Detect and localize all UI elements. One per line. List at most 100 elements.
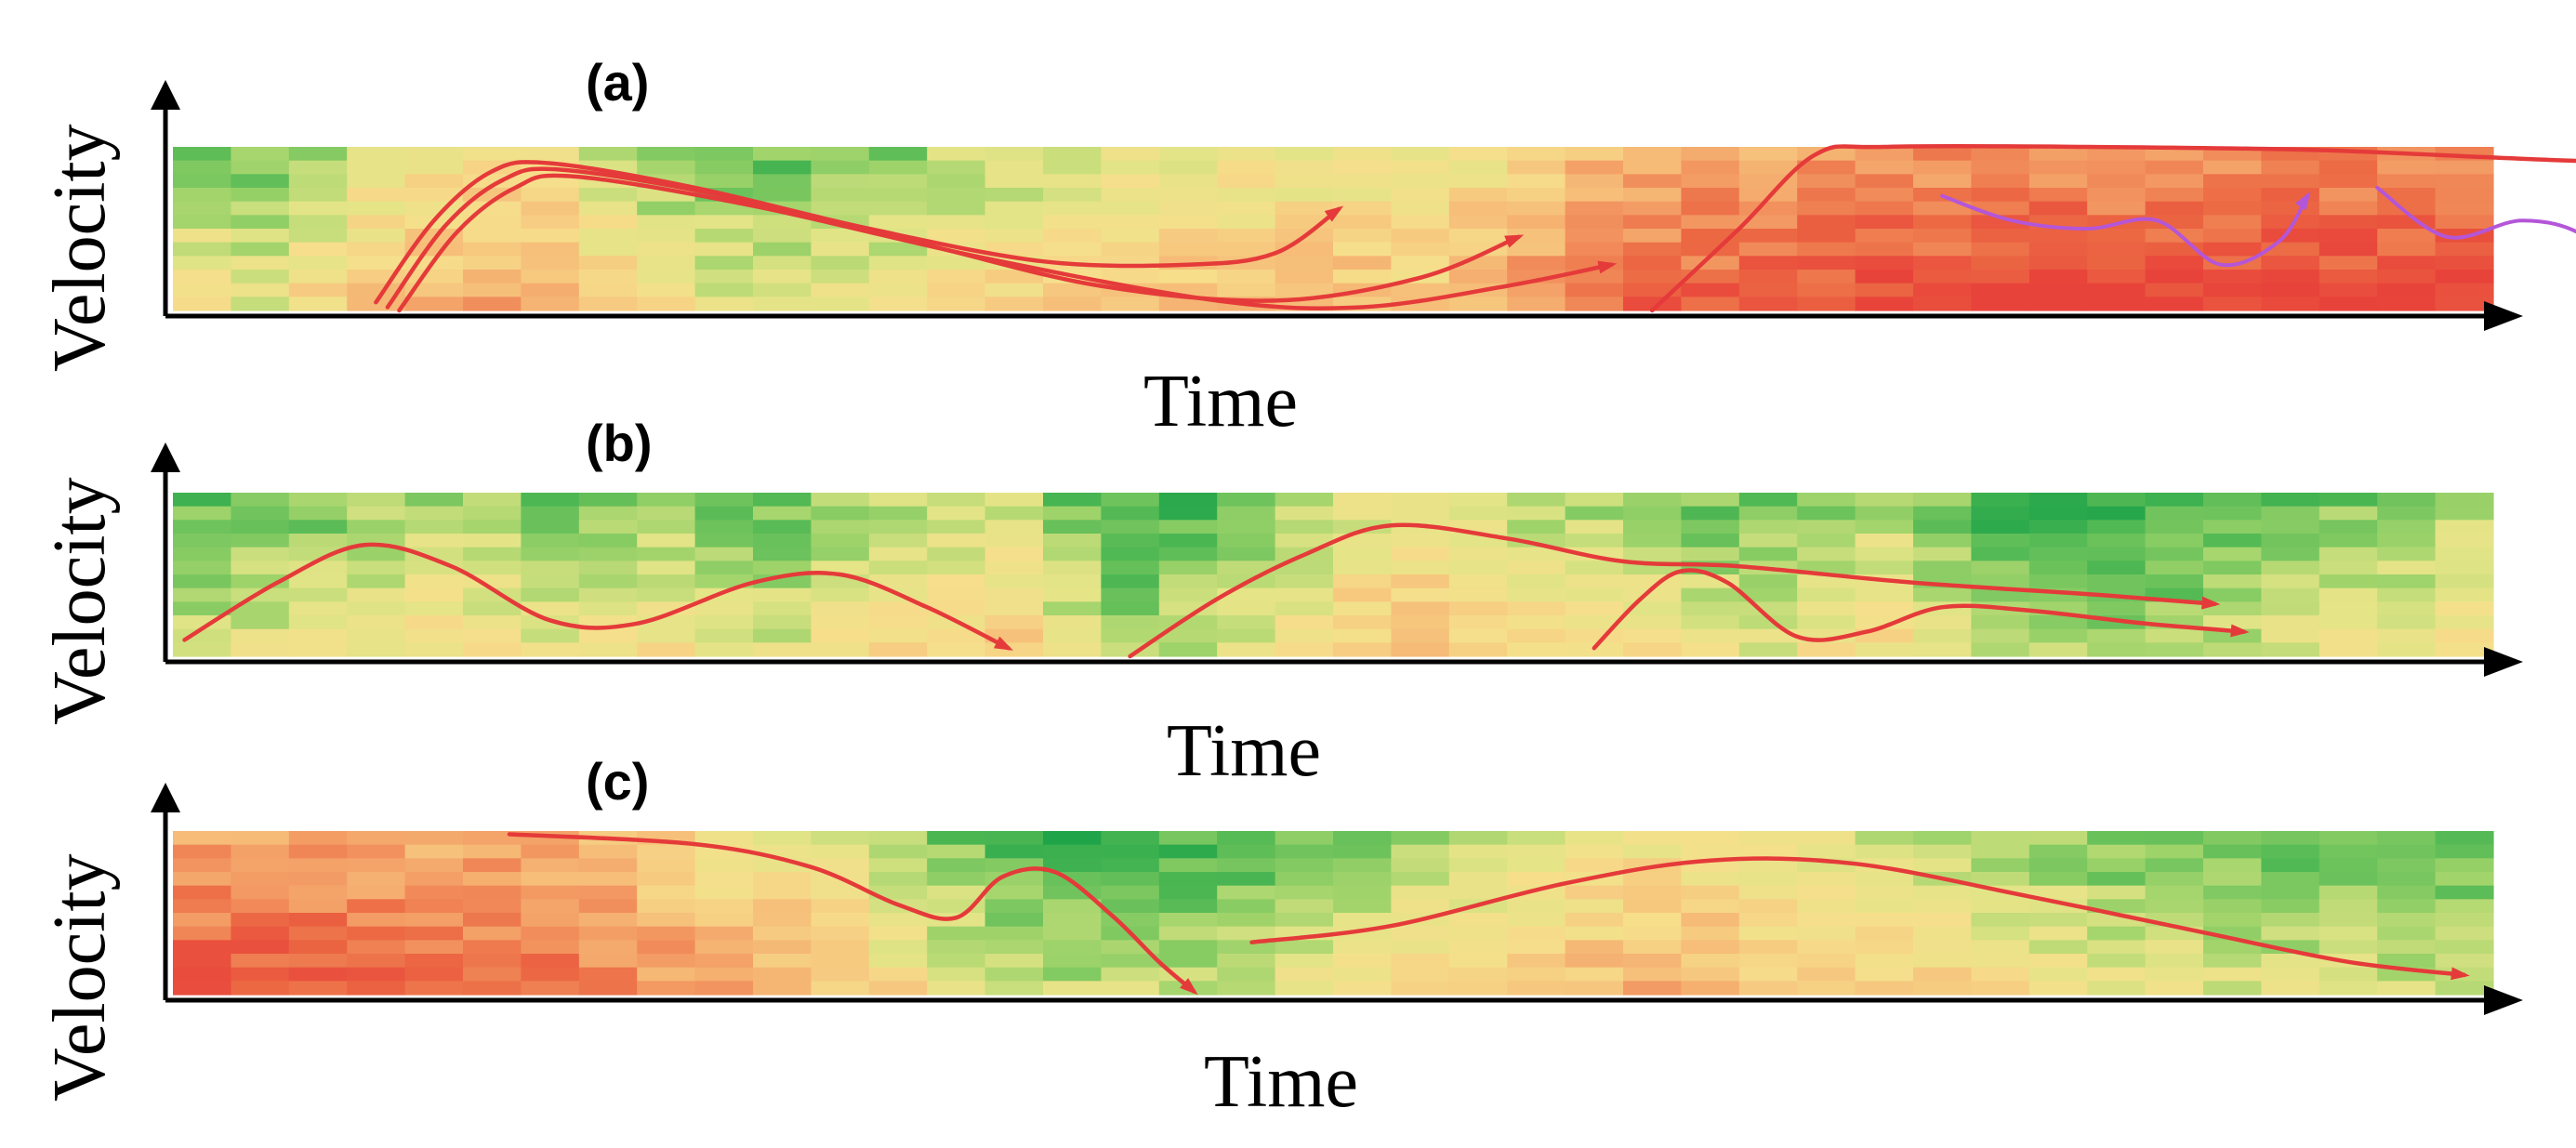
heat-cell	[1101, 885, 1160, 900]
heat-cell	[1391, 858, 1450, 873]
heat-cell	[521, 642, 580, 657]
heat-cell	[1333, 147, 1392, 162]
heat-cell	[694, 520, 754, 534]
heat-cell	[2435, 561, 2494, 575]
heat-cell	[173, 981, 231, 996]
heat-cell	[2377, 201, 2437, 216]
heat-cell	[231, 601, 290, 616]
heat-cell	[927, 147, 986, 162]
heat-cell	[1623, 147, 1682, 162]
heat-cell	[753, 215, 812, 230]
heat-cell	[521, 885, 580, 900]
heat-cell	[868, 940, 928, 955]
heat-cell	[2318, 628, 2378, 643]
heat-cell	[463, 940, 522, 955]
heat-cell	[1565, 506, 1624, 521]
heat-cell	[637, 954, 696, 969]
heat-cell	[1448, 160, 1508, 175]
heat-cell	[1101, 954, 1160, 969]
heat-cell	[1507, 872, 1566, 887]
heat-cell	[2028, 858, 2088, 873]
heat-cell	[1448, 872, 1508, 887]
heat-cell	[1623, 981, 1682, 996]
heat-cell	[2318, 899, 2378, 914]
heat-cell	[1275, 160, 1334, 175]
heat-cell	[347, 831, 406, 846]
heat-cell	[927, 885, 986, 900]
heat-cell	[463, 297, 522, 311]
heat-cell	[1738, 872, 1798, 887]
heat-cell	[1797, 215, 1856, 230]
heat-cell	[868, 174, 928, 189]
heat-cell	[1158, 215, 1218, 230]
heat-cell	[1448, 147, 1508, 162]
heat-cell	[694, 229, 754, 244]
heat-cell	[288, 160, 348, 175]
heat-cell	[2435, 242, 2494, 257]
heat-cell	[2435, 831, 2494, 846]
heat-cell	[694, 174, 754, 189]
heat-cell	[2435, 858, 2494, 873]
heat-cell	[2145, 147, 2204, 162]
heat-cell	[347, 215, 406, 230]
heat-cell	[1738, 493, 1798, 508]
heat-cell	[637, 858, 696, 873]
heat-cell	[2435, 534, 2494, 548]
heat-cell	[1448, 297, 1508, 311]
heat-cell	[1391, 174, 1450, 189]
heat-cell	[2145, 967, 2204, 982]
heat-cell	[1101, 493, 1160, 508]
heat-cell	[521, 215, 580, 230]
heat-cell	[1623, 967, 1682, 982]
heat-cell	[2318, 520, 2378, 534]
heat-cell	[1913, 561, 1972, 575]
heat-cell	[1565, 174, 1624, 189]
heat-cell	[347, 926, 406, 941]
heat-cell	[868, 981, 928, 996]
heat-cell	[984, 283, 1044, 297]
heat-cell	[637, 574, 696, 589]
heat-cell	[637, 520, 696, 534]
heat-cell	[1391, 283, 1450, 297]
heat-cell	[231, 615, 290, 630]
heat-cell	[463, 899, 522, 914]
heat-cell	[1913, 926, 1972, 941]
heat-cell	[637, 506, 696, 521]
heat-cell	[1971, 940, 2030, 955]
heat-cell	[1507, 229, 1566, 244]
heat-cell	[404, 520, 464, 534]
panel-a-label: (a)	[586, 53, 649, 112]
heat-cell	[231, 642, 290, 657]
heat-cell	[1448, 493, 1508, 508]
heat-cell	[2145, 297, 2204, 311]
heat-cell	[1275, 858, 1334, 873]
heat-cell	[1681, 270, 1740, 284]
heat-cell	[1738, 885, 1798, 900]
heat-cell	[347, 642, 406, 657]
heat-cell	[463, 215, 522, 230]
heat-cell	[2087, 297, 2147, 311]
heat-cell	[868, 954, 928, 969]
heat-cell	[1333, 534, 1392, 548]
heat-cell	[2203, 493, 2262, 508]
heat-cell	[2261, 831, 2320, 846]
heat-cell	[927, 954, 986, 969]
heat-cell	[637, 534, 696, 548]
heat-cell	[1971, 147, 2030, 162]
heat-cell	[173, 256, 231, 271]
heat-cell	[984, 270, 1044, 284]
heat-cell	[1391, 229, 1450, 244]
heat-cell	[1158, 270, 1218, 284]
heat-cell	[1333, 506, 1392, 521]
heat-cell	[1275, 561, 1334, 575]
heat-cell	[578, 561, 638, 575]
heat-cell	[2028, 926, 2088, 941]
heat-cell	[173, 844, 231, 859]
heat-cell	[637, 270, 696, 284]
heat-cell	[578, 885, 638, 900]
heat-cell	[984, 954, 1044, 969]
heat-cell	[231, 188, 290, 203]
heat-cell	[1913, 297, 1972, 311]
heat-cell	[1275, 885, 1334, 900]
heat-cell	[2377, 899, 2437, 914]
